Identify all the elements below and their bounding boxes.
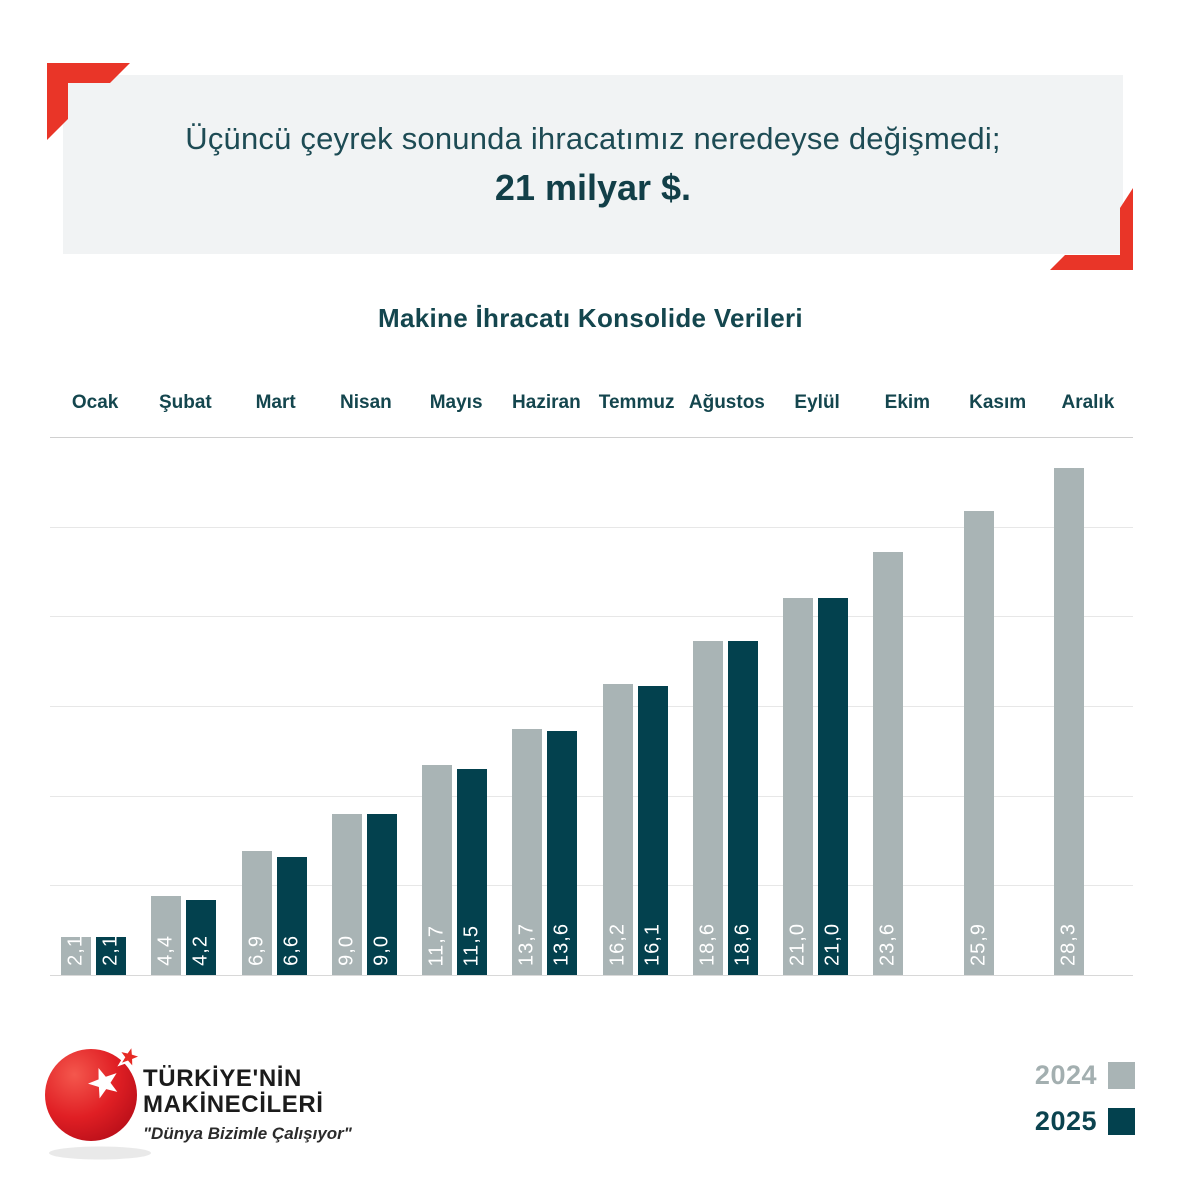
gridline: [50, 885, 1133, 887]
logo-text: TÜRKİYE'NİN MAKİNECİLERİ "Dünya Bizimle …: [143, 1066, 352, 1143]
bar-value-label: 21,0: [786, 923, 809, 966]
banner-background: [63, 75, 1123, 254]
month-label-eylül: Eylül: [794, 392, 840, 413]
corner-accent-top-left-icon: [47, 63, 130, 140]
bar-2024-nisan: 9,0: [331, 813, 362, 975]
gridline: [50, 526, 1133, 528]
bar-value-label: 28,3: [1057, 923, 1080, 966]
month-label-haziran: Haziran: [512, 392, 581, 413]
red-star-icon: [116, 1042, 144, 1071]
logo-slogan: "Dünya Bizimle Çalışıyor": [143, 1123, 352, 1143]
month-label-mart: Mart: [255, 392, 296, 413]
month-label-ocak: Ocak: [71, 392, 119, 413]
brand-logo: TÜRKİYE'NİN MAKİNECİLERİ "Dünya Bizimle …: [45, 1040, 385, 1165]
bar-value-label: 2,1: [99, 935, 122, 966]
legend-row-2025: 2025: [1035, 1106, 1135, 1137]
bar-2024-şubat: 4,4: [151, 896, 182, 975]
bar-value-label: 13,7: [515, 923, 538, 966]
bar-2024-mart: 6,9: [241, 851, 272, 975]
bar-2025-ağustos: 18,6: [727, 641, 758, 975]
month-labels-row: Ocak Şubat Mart Nisan Mayıs Haziran Temmuz Ağus…: [50, 392, 1133, 414]
bar-value-label: 11,5: [460, 924, 483, 966]
bar-2024-aralık: 28,3: [1053, 467, 1084, 975]
plot-area: 2,1 4,4 6,9 9,0 11,7 13,7 16,2 18,6 21,0 23,6 25,9…: [50, 437, 1133, 976]
logo-mark-icon: [45, 1042, 151, 1160]
month-label-şubat: Şubat: [158, 392, 212, 413]
bar-value-label: 18,6: [696, 923, 719, 966]
bar-2025-temmuz: 16,1: [637, 686, 668, 975]
bar-value-label: 16,1: [641, 923, 663, 966]
bar-2025-mayıs: 11,5: [457, 768, 487, 975]
banner-highlight-value: 21 milyar $.: [494, 166, 692, 208]
logo-shadow: [49, 1146, 151, 1160]
bar-value-label: 9,0: [370, 935, 393, 966]
gridline: [50, 706, 1133, 707]
month-label-kasım: Kasım: [969, 392, 1027, 413]
legend-label-2024: 2024: [1034, 1060, 1097, 1090]
bar-2024-ekim: 23,6: [873, 551, 904, 975]
bar-2024-haziran: 13,7: [512, 729, 543, 975]
bar-2025-eylül: 21,0: [818, 598, 848, 975]
chart-legend: 2024 2025: [1035, 1060, 1135, 1137]
logo-name-line1: TÜRKİYE'NİN: [143, 1065, 302, 1092]
legend-label-2025: 2025: [1034, 1106, 1097, 1136]
banner-headline: Üçüncü çeyrek sonunda ihracatımız nerede…: [185, 120, 1001, 156]
gridline: [50, 795, 1133, 797]
gridline: [50, 975, 1133, 976]
month-label-nisan: Nisan: [340, 392, 392, 413]
bar-value-label: 16,2: [606, 923, 628, 966]
bar-2025-nisan: 9,0: [366, 813, 397, 975]
logo-circle: [45, 1049, 137, 1141]
month-label-temmuz: Temmuz: [598, 392, 675, 413]
bar-2024-kasım: 25,9: [963, 510, 994, 975]
bar-value-label: 4,2: [189, 935, 212, 966]
bar-2025-haziran: 13,6: [547, 731, 578, 975]
gridline: [50, 616, 1133, 618]
bar-value-label: 9,0: [335, 935, 358, 966]
legend-row-2024: 2024: [1035, 1060, 1135, 1091]
bar-value-label: 13,6: [550, 923, 573, 966]
bar-value-label: 21,0: [821, 923, 844, 966]
bar-2024-temmuz: 16,2: [602, 684, 633, 975]
month-label-ekim: Ekim: [884, 392, 931, 413]
legend-swatch-2025: [1108, 1108, 1135, 1135]
bar-2024-ocak: 2,1: [61, 935, 91, 975]
month-label-ağustos: Ağustos: [688, 392, 765, 413]
month-label-mayıs: Mayıs: [429, 392, 483, 413]
bar-2024-ağustos: 18,6: [692, 641, 723, 975]
bar-value-label: 23,6: [876, 923, 899, 966]
bar-2024-mayıs: 11,7: [422, 765, 452, 975]
bar-value-label: 18,6: [731, 923, 754, 966]
banner: Üçüncü çeyrek sonunda ihracatımız nerede…: [63, 75, 1123, 254]
legend-swatch-2024: [1108, 1062, 1135, 1089]
bar-value-label: 2,1: [64, 935, 87, 966]
bar-value-label: 11,7: [425, 924, 448, 966]
bar-2024-eylül: 21,0: [783, 598, 813, 975]
bar-value-label: 4,4: [154, 935, 177, 966]
logo-name-line2: MAKİNECİLERİ: [143, 1090, 324, 1118]
bar-2025-ocak: 2,1: [96, 935, 126, 975]
bar-2025-mart: 6,6: [276, 856, 307, 975]
bar-value-label: 6,6: [280, 935, 302, 966]
bar-2025-şubat: 4,2: [186, 899, 217, 975]
gridline: [50, 437, 1133, 438]
chart-title: Makine İhracatı Konsolide Verileri: [378, 303, 803, 333]
bar-value-label: 6,9: [245, 935, 267, 966]
white-star-icon: [88, 1068, 118, 1099]
corner-accent-bottom-right-icon: [1050, 188, 1133, 270]
month-label-aralık: Aralık: [1061, 392, 1115, 413]
bar-value-label: 25,9: [967, 923, 989, 966]
